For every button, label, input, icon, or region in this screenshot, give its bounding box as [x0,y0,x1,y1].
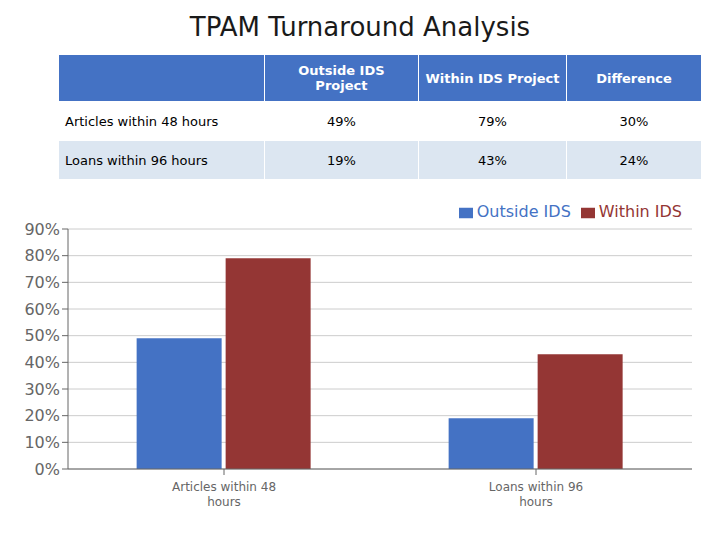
html-text:Difference: Difference [596,70,672,86]
svg-text:10%: 10% [24,433,60,452]
svg-text:50%: 50% [24,326,60,345]
html-text:Loans within 96 hours: Loans within 96 hours [65,152,208,168]
html-text:Within IDS Project: Within IDS Project [425,70,560,86]
svg-text:70%: 70% [24,273,60,292]
html-text:19%: 19% [327,152,356,168]
svg-text:30%: 30% [24,380,60,399]
html-text:Outside IDS Project: Outside IDS Project [298,63,385,93]
svg-text:0%: 0% [35,460,60,479]
html-text:TPAM Turnaround Analysis: TPAM Turnaround Analysis [189,12,531,42]
svg-text:20%: 20% [24,406,60,425]
svg-text:90%: 90% [24,220,60,239]
svg-text:80%: 80% [24,246,60,265]
html-text:49%: 49% [327,113,356,129]
html-text:Outside IDS: Outside IDS [476,202,571,221]
html-text:30%: 30% [619,113,649,129]
svg-text:60%: 60% [24,300,60,319]
svg-text:Articles within 48hours: Articles within 48hours [172,480,276,509]
svg-text:40%: 40% [24,353,60,372]
svg-text:Loans within 96hours: Loans within 96hours [489,480,583,509]
html-text:Articles within 48 hours: Articles within 48 hours [65,113,219,129]
html-text:24%: 24% [619,152,649,168]
html-text:79%: 79% [478,113,507,129]
html-text:Within IDS: Within IDS [598,202,682,221]
html-text:43%: 43% [478,152,507,168]
